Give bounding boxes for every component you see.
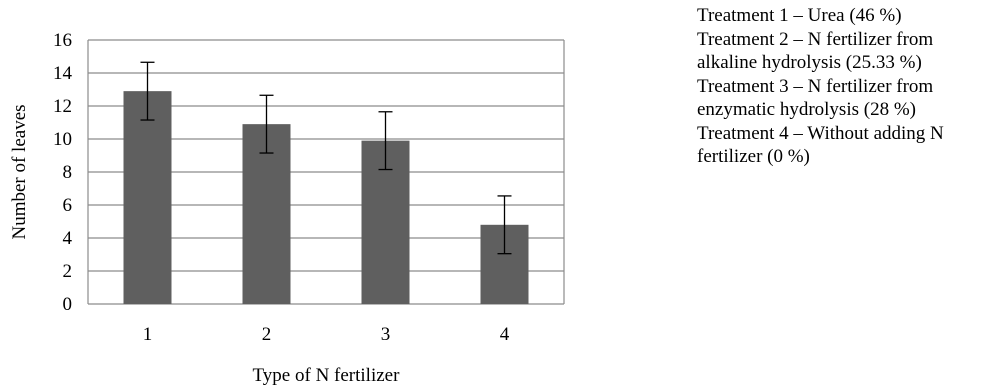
y-tick-label: 10: [53, 129, 72, 150]
y-tick-label: 12: [53, 96, 72, 117]
x-tick-label: 3: [381, 324, 391, 345]
bar-2: [242, 124, 291, 305]
y-tick-label: 14: [53, 63, 73, 84]
x-tick-labels: 1 2 3 4: [143, 324, 510, 345]
y-tick-labels: 0 2 4 6 8 10 12 14 16: [53, 30, 73, 315]
y-tick-label: 2: [63, 261, 73, 282]
y-tick-label: 4: [63, 228, 73, 249]
legend-item-treatment-1: Treatment 1 – Urea (46 %): [697, 5, 902, 26]
legend-item-treatment-3: Treatment 3 – N fertilizer from enzymati…: [697, 75, 934, 121]
x-tick-label: 2: [262, 324, 272, 345]
y-tick-label: 6: [63, 195, 73, 216]
treatment-legend: Treatment 1 – Urea (46 %) Treatment 2 – …: [697, 4, 977, 169]
y-tick-label: 16: [53, 30, 72, 51]
y-tick-label: 0: [63, 294, 73, 315]
x-tick-label: 4: [500, 324, 510, 345]
x-tick-label: 1: [143, 324, 153, 345]
legend-item-treatment-4: Treatment 4 – Without adding N fertilize…: [697, 122, 944, 168]
x-axis-label: Type of N fertilizer: [253, 365, 401, 386]
y-tick-label: 8: [63, 162, 73, 183]
y-axis-label: Number of leaves: [9, 104, 30, 239]
error-bars: [140, 61, 512, 255]
legend-item-treatment-2: Treatment 2 – N fertilizer from alkaline…: [697, 28, 934, 74]
bars: [123, 91, 529, 305]
bar-1: [123, 91, 172, 305]
